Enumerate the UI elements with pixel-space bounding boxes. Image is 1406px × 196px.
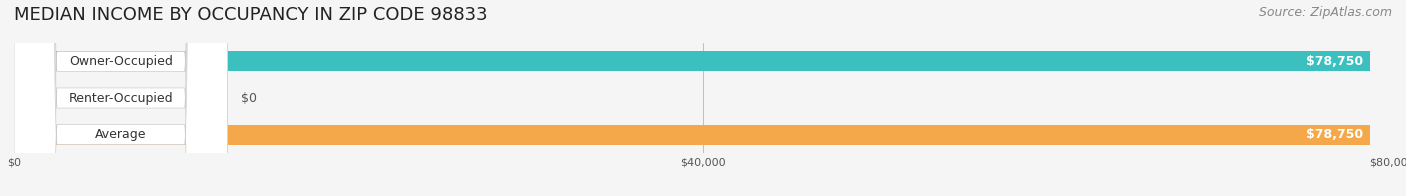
Text: Owner-Occupied: Owner-Occupied	[69, 55, 173, 68]
Text: Average: Average	[96, 128, 146, 141]
FancyBboxPatch shape	[14, 0, 228, 196]
FancyBboxPatch shape	[14, 0, 228, 196]
Text: Renter-Occupied: Renter-Occupied	[69, 92, 173, 104]
Text: $78,750: $78,750	[1306, 128, 1364, 141]
Text: $0: $0	[242, 92, 257, 104]
Text: MEDIAN INCOME BY OCCUPANCY IN ZIP CODE 98833: MEDIAN INCOME BY OCCUPANCY IN ZIP CODE 9…	[14, 6, 488, 24]
Bar	[14, 124, 1371, 145]
Text: Source: ZipAtlas.com: Source: ZipAtlas.com	[1258, 6, 1392, 19]
FancyBboxPatch shape	[14, 0, 228, 196]
Text: $78,750: $78,750	[1306, 55, 1364, 68]
Bar	[14, 51, 1371, 72]
